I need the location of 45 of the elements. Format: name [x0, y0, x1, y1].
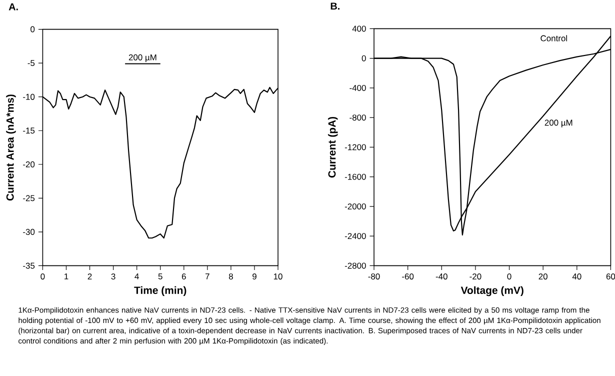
y-tick-label: -2000 — [344, 203, 366, 210]
y-tick-label: -15 — [23, 128, 35, 134]
x-tick-label: 9 — [252, 273, 256, 280]
x-tick-label: -60 — [402, 273, 414, 280]
annotation: 200 µM — [128, 54, 156, 62]
x-tick-label: 0 — [507, 273, 512, 280]
y-tick-label: -800 — [350, 114, 366, 121]
y-tick-label: 400 — [352, 26, 366, 32]
y-tick-label: -25 — [23, 195, 35, 202]
y-tick-label: 0 — [30, 26, 35, 32]
x-tick-label: 5 — [158, 273, 162, 280]
y-tick-label: -30 — [23, 228, 35, 235]
y-tick-label: -20 — [23, 161, 35, 168]
chart-title: B. — [330, 2, 340, 10]
x-tick-label: 60 — [606, 273, 615, 280]
x-tick-label: 0 — [40, 273, 45, 280]
y-tick-label: -2800 — [344, 262, 366, 269]
annotation: Control — [540, 35, 567, 42]
y-tick-label: -400 — [350, 84, 366, 91]
x-tick-label: -20 — [470, 273, 482, 280]
annotation: 200 µM — [544, 120, 572, 128]
x-tick-label: 7 — [206, 273, 210, 280]
x-tick-label: -80 — [368, 273, 380, 280]
x-tick-label: 2 — [88, 273, 92, 280]
x-tick-label: 6 — [182, 273, 186, 280]
y-tick-label: -1600 — [344, 174, 366, 180]
y-axis-title: Current Area (nA*ms) — [6, 94, 16, 201]
y-tick-label: -35 — [23, 262, 35, 269]
y-axis-title: Current (pA) — [328, 116, 338, 178]
x-tick-label: 3 — [111, 273, 116, 280]
x-tick-label: 10 — [274, 273, 282, 280]
x-axis-title: Time (min) — [134, 286, 186, 296]
x-tick-label: 8 — [228, 273, 233, 280]
x-tick-label: 4 — [134, 273, 139, 280]
x-tick-label: 40 — [572, 273, 582, 280]
x-tick-label: 20 — [538, 273, 548, 280]
y-tick-label: 0 — [362, 55, 366, 62]
y-tick-label: -2400 — [344, 233, 366, 240]
x-tick-label: 1 — [64, 273, 68, 280]
y-tick-label: -5 — [28, 60, 35, 66]
x-axis-title: Voltage (mV) — [460, 286, 524, 296]
y-tick-label: -10 — [23, 94, 35, 100]
y-tick-label: -1200 — [344, 144, 366, 150]
x-tick-label: -40 — [436, 273, 448, 280]
chart-title: A. — [8, 3, 18, 10]
